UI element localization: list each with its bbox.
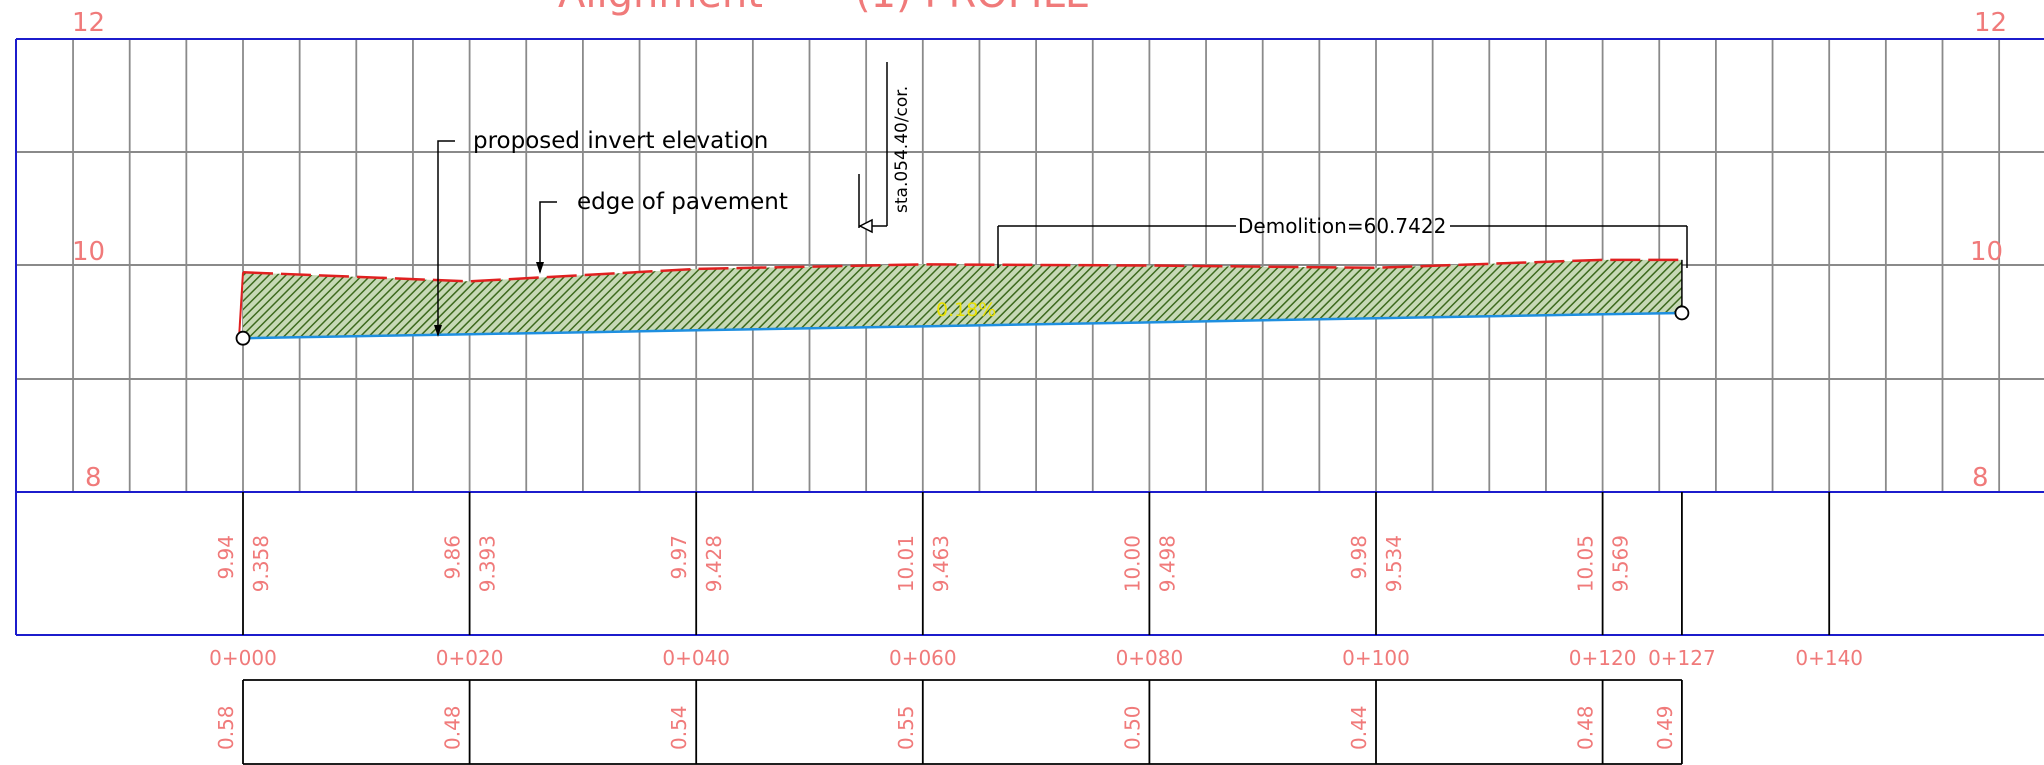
existing-elevation-value: 10.05	[1574, 535, 1598, 592]
invert-elevation-value: 9.463	[929, 535, 953, 592]
existing-elevation-value: 9.86	[441, 535, 465, 580]
invert-leader-arrow	[434, 325, 442, 337]
annotations: proposed invert elevation edge of paveme…	[434, 62, 1688, 337]
station-data-band: 0+000 9.94 9.358 0+020 9.86 9.393 0+040 9.97 9.4…	[209, 492, 1863, 765]
invert-elevation-value: 9.534	[1382, 535, 1406, 592]
existing-elevation-value: 10.00	[1120, 535, 1144, 592]
depth-value: 0.48	[1574, 705, 1598, 750]
invert-leader	[437, 140, 455, 335]
depth-value: 0.48	[441, 705, 465, 750]
invert-elevation-value: 9.569	[1609, 535, 1633, 592]
elev-label-left-8: 8	[85, 463, 102, 493]
start-end-line	[238, 272, 244, 339]
profile-area	[235, 258, 1690, 346]
existing-elevation-value: 9.98	[1347, 535, 1371, 580]
elevation-labels: 12 12 10 10 8 8	[72, 8, 2007, 493]
depth-value: 0.49	[1653, 705, 1677, 750]
station-label: 0+020	[436, 646, 504, 670]
existing-elevation-value: 9.94	[214, 535, 238, 580]
station-marker-arrow	[858, 218, 873, 234]
station-note: sta.054.40/cor.	[892, 86, 912, 213]
depth-value: 0.50	[1120, 705, 1144, 750]
elev-label-left-10: 10	[72, 237, 105, 267]
station-label: 0+100	[1342, 646, 1410, 670]
depth-value: 0.58	[214, 705, 238, 750]
station-label: 0+127	[1648, 646, 1716, 670]
station-label: 0+120	[1569, 646, 1637, 670]
depth-value: 0.55	[894, 705, 918, 750]
existing-elevation-value: 9.97	[667, 535, 691, 580]
depth-value: 0.44	[1347, 705, 1371, 750]
demolition-label: Demolition=60.7422	[1238, 214, 1446, 238]
invert-elevation-value: 9.358	[249, 535, 273, 592]
invert-elevation-value: 9.428	[702, 535, 726, 592]
station-label: 0+140	[1795, 646, 1863, 670]
depth-value: 0.54	[667, 705, 691, 750]
station-label: 0+060	[889, 646, 957, 670]
profile-title-left: Alignment	[558, 0, 763, 17]
elev-label-right-12: 12	[1974, 8, 2007, 38]
pavement-leader-arrow	[536, 262, 544, 274]
station-label: 0+040	[662, 646, 730, 670]
station-label: 0+000	[209, 646, 277, 670]
pavement-leader	[539, 201, 557, 272]
edge-of-pavement-label: edge of pavement	[577, 189, 788, 215]
elev-label-right-10: 10	[1970, 237, 2003, 267]
invert-elevation-value: 9.498	[1155, 535, 1179, 592]
invert-elevation-label: proposed invert elevation	[473, 128, 768, 154]
profile-title-right: (1) PROFILE	[855, 0, 1090, 17]
start-manhole-marker	[235, 330, 251, 346]
elev-label-left-12: 12	[72, 8, 105, 38]
elev-label-right-8: 8	[1972, 463, 1989, 493]
existing-elevation-value: 10.01	[894, 535, 918, 592]
slope-label: 0.18%	[936, 299, 996, 321]
profile-frame	[15, 38, 2044, 636]
invert-elevation-value: 9.393	[476, 535, 500, 592]
proposed-invert-line	[242, 311, 1682, 340]
end-manhole-marker	[1674, 305, 1690, 321]
station-label: 0+080	[1116, 646, 1184, 670]
